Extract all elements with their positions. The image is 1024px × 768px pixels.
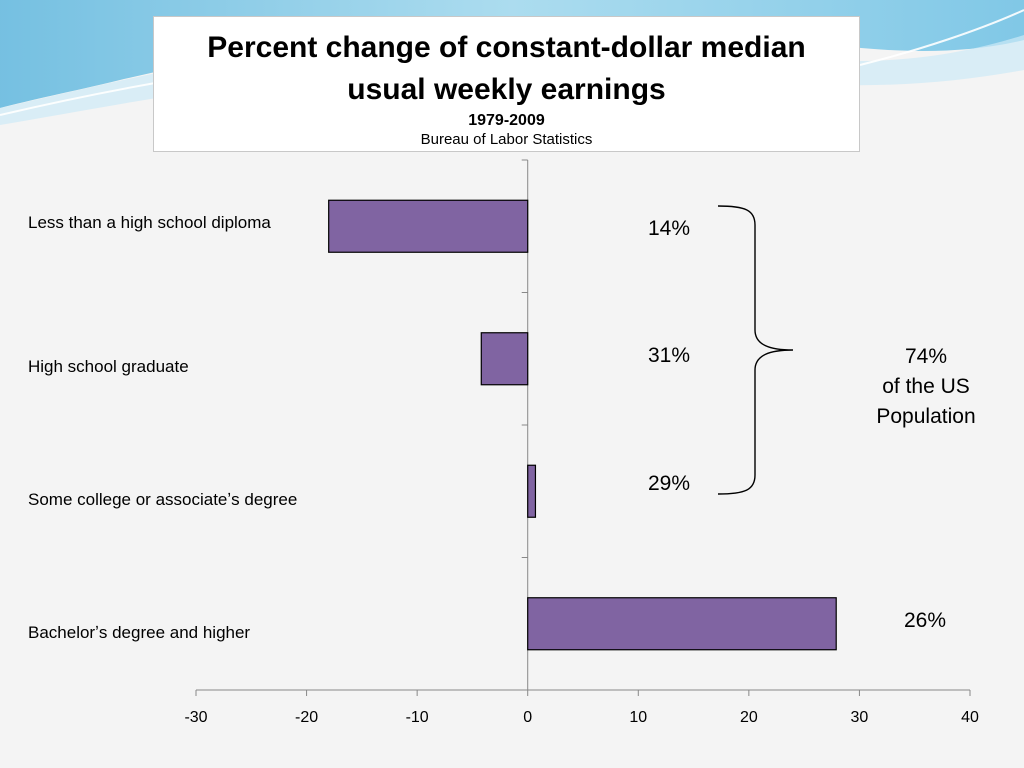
bracket-total-label: of the US [882, 375, 970, 398]
bracket-total-label: 74% [905, 345, 947, 368]
right-curly-bracket [717, 205, 794, 495]
bar [480, 332, 529, 386]
chart-title: Percent change of constant-dollar median… [207, 31, 806, 106]
bracket-total-label: Population [876, 405, 975, 428]
bar [527, 464, 537, 518]
x-tick-label: -20 [295, 709, 318, 726]
bar [527, 597, 837, 651]
population-share-label: 26% [904, 609, 946, 632]
x-tick-label: -30 [184, 709, 207, 726]
x-tick-label: 30 [851, 709, 869, 726]
chart-title-box: Percent change of constant-dollar median… [153, 16, 860, 152]
x-tick-label: 0 [523, 709, 532, 726]
population-share-label: 14% [648, 217, 690, 240]
x-tick-label: 40 [961, 709, 979, 726]
chart-subtitle-years: 1979-2009 [468, 112, 545, 129]
x-tick-label: 10 [629, 709, 647, 726]
chart-source: Bureau of Labor Statistics [420, 131, 593, 148]
population-share-label: 29% [648, 472, 690, 495]
x-tick-label: 20 [740, 709, 758, 726]
bar [328, 199, 529, 253]
category-label: Less than a high school diploma [28, 213, 271, 232]
population-share-label: 31% [648, 344, 690, 367]
category-label: Bachelorʼs degree and higher [28, 623, 250, 642]
category-label: High school graduate [28, 357, 189, 376]
category-label: Some college or associateʼs degree [28, 490, 297, 509]
x-tick-label: -10 [406, 709, 429, 726]
